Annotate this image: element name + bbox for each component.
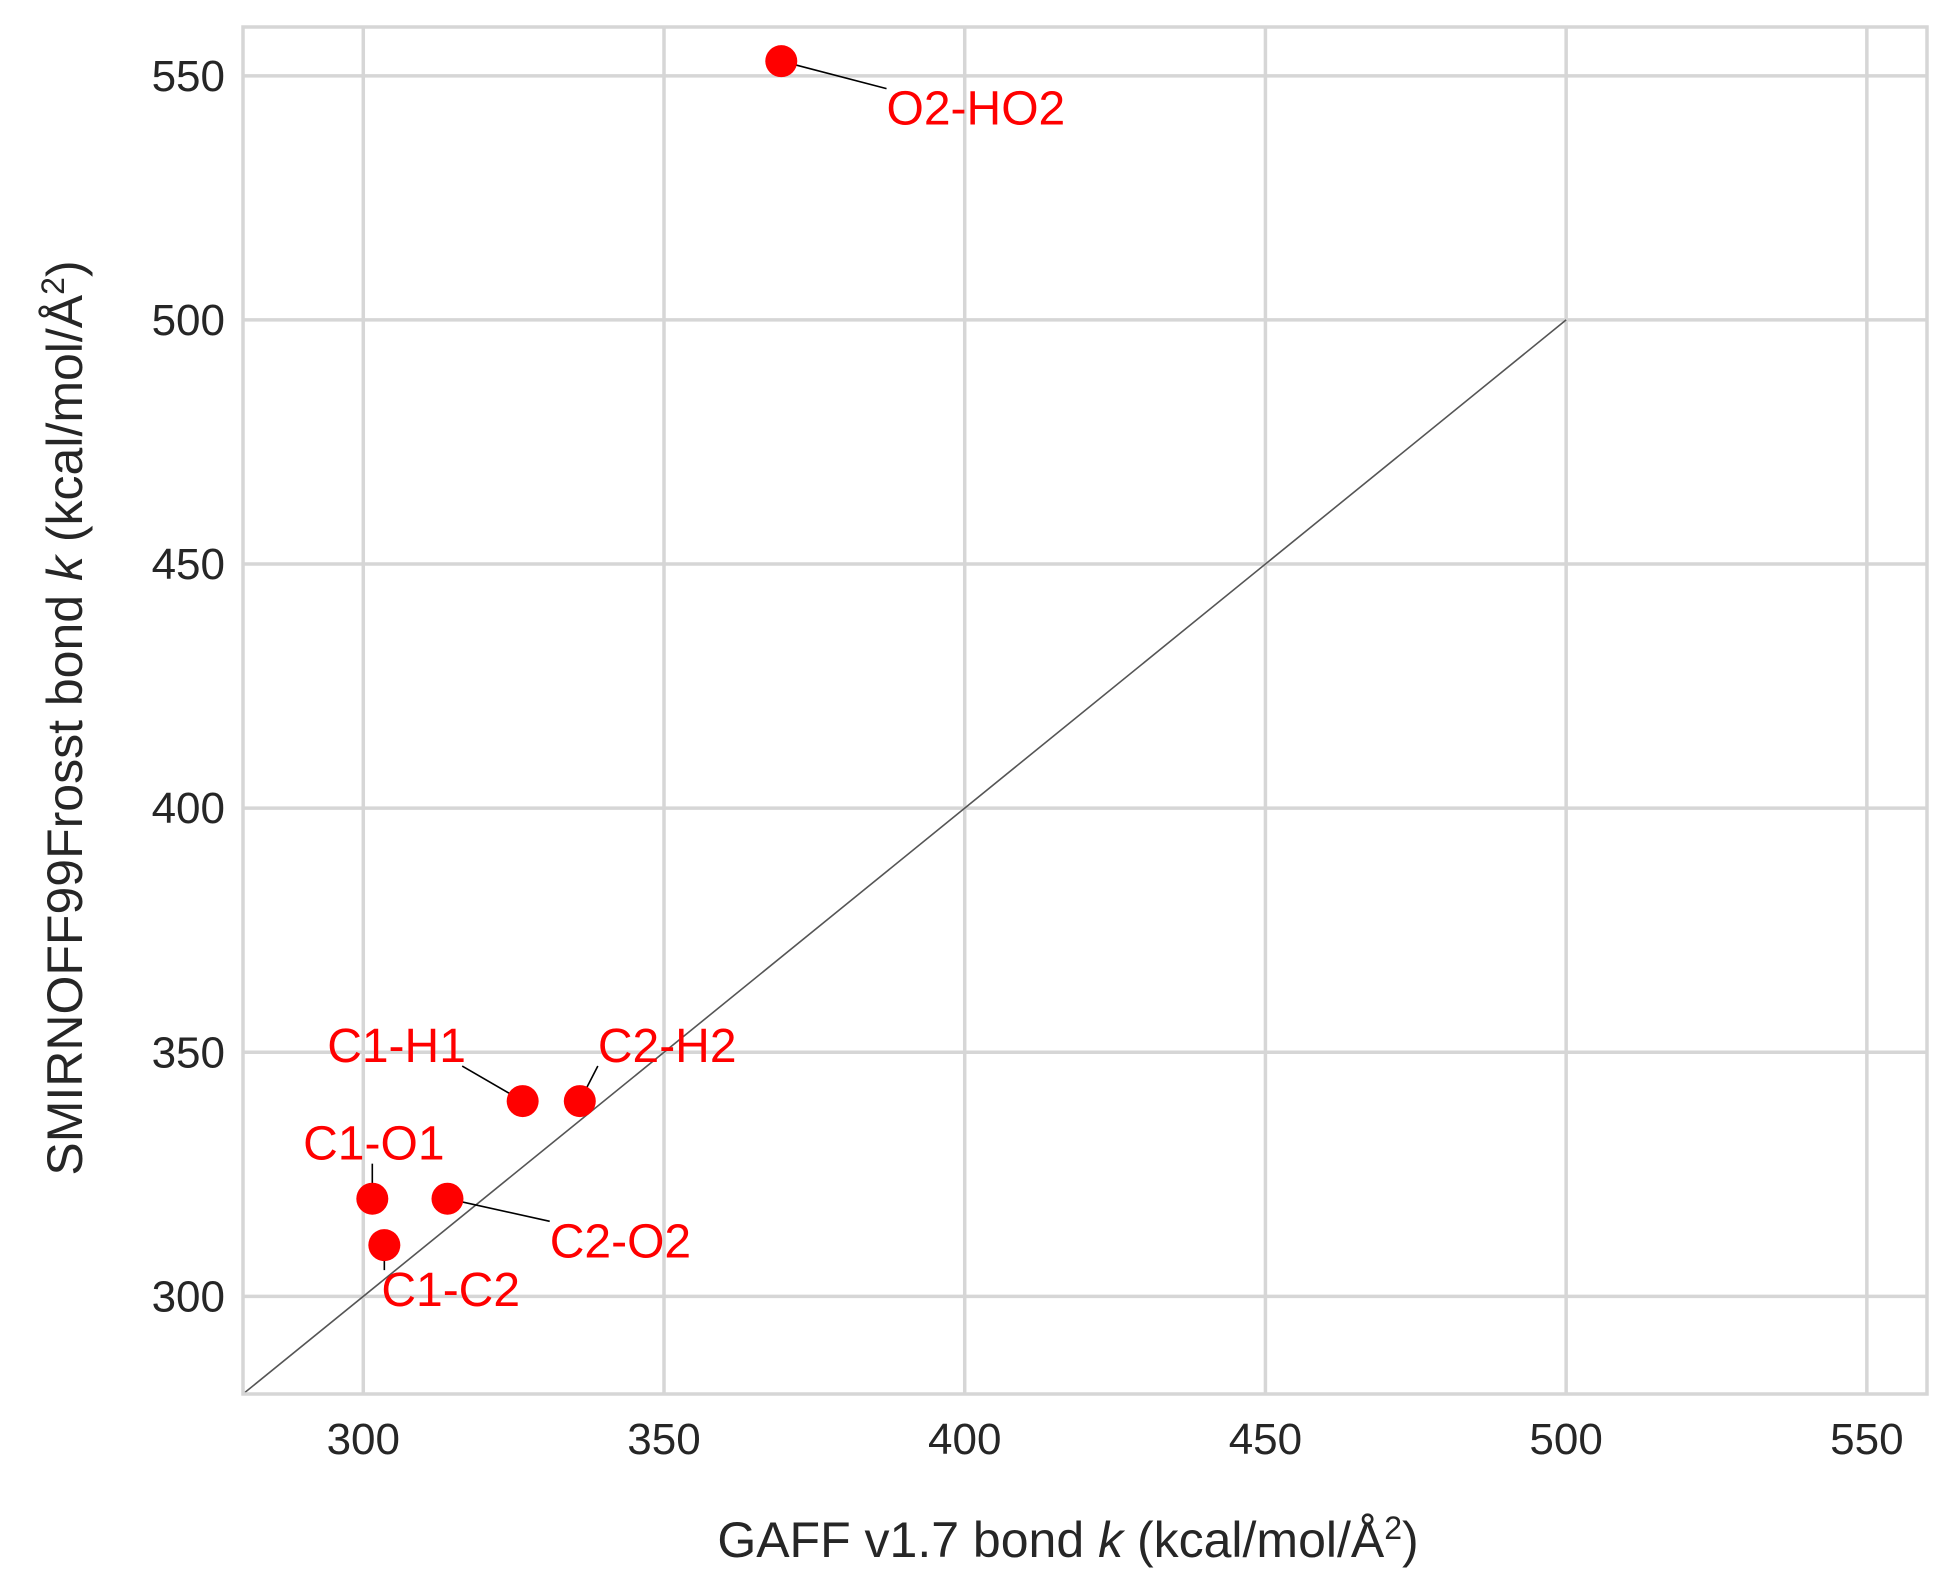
- y-tick-label: 400: [152, 784, 225, 833]
- plot-frame: [241, 25, 1929, 1396]
- y-axis-label-close: ): [37, 260, 93, 277]
- point-labels: O2-HO2 C1-H1 C2-H2 C1-O1 C2-O2 C1-C2: [303, 83, 1065, 1317]
- point-label: C1-C2: [381, 1264, 520, 1317]
- y-tick-label: 300: [152, 1272, 225, 1321]
- x-axis-label-suffix: (kcal/mol/Å: [1123, 1512, 1385, 1568]
- y-axis-label: SMIRNOFF99Frosst bond k (kcal/mol/Å2): [35, 260, 93, 1175]
- x-axis-label: GAFF v1.7 bond k (kcal/mol/Å2): [717, 1510, 1418, 1568]
- x-tick-label: 300: [327, 1415, 400, 1464]
- grid-lines: [243, 27, 1927, 1394]
- x-tick-label: 450: [1229, 1415, 1302, 1464]
- point-label: C2-H2: [598, 1020, 737, 1073]
- data-point: [765, 45, 798, 78]
- data-points: [356, 45, 798, 1262]
- data-point: [356, 1182, 389, 1215]
- x-tick-label: 350: [627, 1415, 700, 1464]
- label-leader-lines: [371, 60, 887, 1271]
- y-axis-label-suffix: (kcal/mol/Å: [37, 294, 93, 556]
- point-label: O2-HO2: [887, 83, 1066, 136]
- data-point: [506, 1085, 539, 1118]
- y-tick-label: 500: [152, 296, 225, 345]
- x-axis-label-var: k: [1098, 1512, 1126, 1568]
- x-axis-label-sup: 2: [1384, 1510, 1402, 1546]
- y-tick-label: 350: [152, 1028, 225, 1077]
- point-label: C1-H1: [327, 1020, 466, 1073]
- x-tick-label: 500: [1529, 1415, 1602, 1464]
- y-tick-labels: 300 350 400 450 500 550: [152, 52, 225, 1322]
- x-tick-label: 400: [928, 1415, 1001, 1464]
- data-point: [563, 1085, 596, 1118]
- y-tick-label: 450: [152, 540, 225, 589]
- point-label: C2-O2: [550, 1215, 691, 1268]
- x-axis-label-close: ): [1402, 1512, 1419, 1568]
- label-leader-line: [781, 60, 887, 90]
- x-tick-label: 550: [1830, 1415, 1903, 1464]
- y-tick-label: 550: [152, 52, 225, 101]
- y-axis-label-var: k: [37, 553, 93, 581]
- point-label: C1-O1: [303, 1118, 444, 1171]
- x-axis-label-prefix: GAFF v1.7 bond: [717, 1512, 1098, 1568]
- identity-line: [242, 319, 1567, 1395]
- identity-line-group: [242, 319, 1567, 1395]
- x-tick-labels: 300 350 400 450 500 550: [327, 1415, 1904, 1464]
- data-point: [368, 1229, 401, 1262]
- data-point: [431, 1182, 464, 1215]
- label-leader-line: [447, 1197, 550, 1223]
- y-axis-label-prefix: SMIRNOFF99Frosst bond: [37, 581, 93, 1176]
- y-axis-label-sup: 2: [35, 277, 71, 295]
